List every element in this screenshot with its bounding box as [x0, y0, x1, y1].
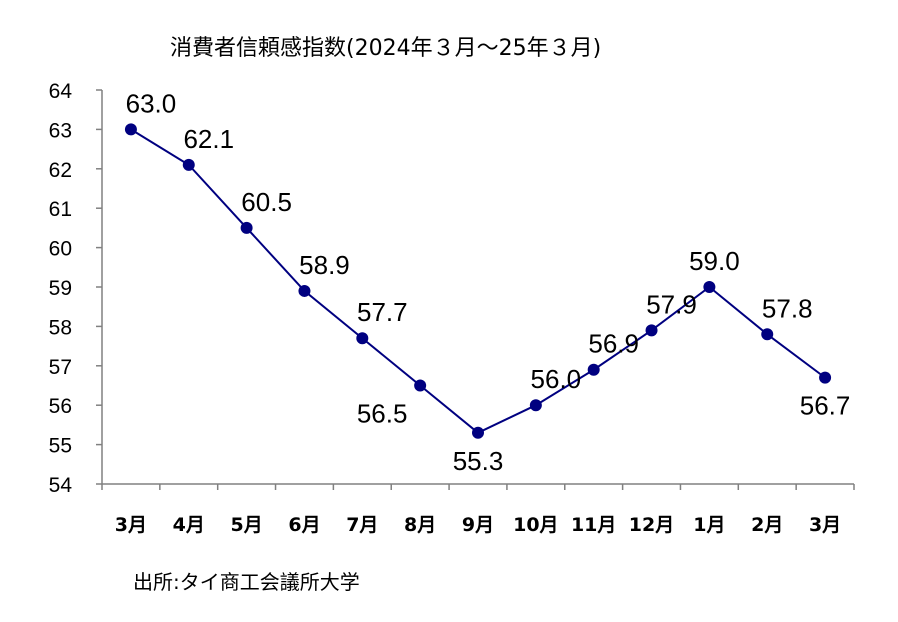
- y-tick-label: 57: [49, 356, 72, 379]
- data-label: 58.9: [299, 250, 350, 280]
- data-labels: 63.062.1 60.5 58.957.7 56.5 55.3 56.056.957.9…: [126, 88, 851, 475]
- y-tick-label: 62: [49, 159, 72, 182]
- x-tick-label: 7月: [346, 514, 378, 536]
- data-label: 57.8: [762, 293, 813, 323]
- chart-title: 消費者信頼感指数(2024年３月～25年３月): [170, 36, 602, 61]
- data-label: 56.7: [800, 391, 851, 421]
- data-point: [182, 158, 195, 171]
- series-markers: [124, 123, 832, 439]
- data-point: [761, 328, 774, 341]
- data-point: [703, 281, 716, 293]
- data-label: 55.3: [453, 446, 504, 476]
- x-tick-label: 3月: [809, 514, 841, 536]
- x-axis-ticks: 3月 4月 5月 6月 7月 8月 9月 10月 11月 12月 1月 2月 3月: [101, 484, 855, 536]
- y-tick-label: 59: [49, 277, 72, 300]
- x-tick-label: 5月: [230, 514, 262, 536]
- data-point: [356, 332, 369, 345]
- data-label: 60.5: [241, 187, 292, 217]
- y-tick-label: 55: [49, 435, 72, 458]
- data-point: [298, 284, 311, 297]
- data-label: 63.0: [126, 88, 177, 118]
- x-tick-label: 10月: [513, 514, 558, 536]
- y-tick-label: 56: [49, 395, 72, 418]
- x-tick-label: 8月: [404, 514, 436, 536]
- x-tick-label: 12月: [629, 514, 674, 536]
- y-tick-label: 54: [49, 474, 73, 497]
- y-axis-ticks: 54 55 56 57 58 59 60 61 62 63 64: [49, 80, 102, 497]
- x-tick-label: 1月: [693, 514, 725, 536]
- y-tick-label: 64: [49, 80, 73, 103]
- x-tick-label: 2月: [751, 514, 783, 536]
- data-label: 56.5: [357, 399, 408, 429]
- y-tick-label: 60: [49, 238, 72, 261]
- data-point: [124, 123, 137, 136]
- series-line-path: [130, 128, 826, 434]
- data-point: [645, 324, 658, 337]
- x-tick-label: 6月: [288, 514, 320, 536]
- data-label: 59.0: [689, 246, 740, 276]
- data-label: 56.0: [531, 364, 582, 394]
- y-tick-label: 58: [49, 316, 72, 339]
- x-tick-label: 9月: [462, 514, 494, 536]
- x-tick-label: 4月: [173, 514, 205, 536]
- data-point: [472, 426, 484, 439]
- data-point: [529, 399, 542, 412]
- data-label: 57.9: [646, 289, 697, 319]
- source-note: 出所:タイ商工会議所大学: [133, 570, 360, 594]
- data-label: 57.7: [357, 297, 408, 327]
- series-line: [130, 128, 826, 434]
- data-label: 62.1: [183, 124, 234, 154]
- data-point: [819, 371, 832, 384]
- x-tick-label: 3月: [115, 514, 147, 536]
- x-tick-label: 11月: [571, 514, 616, 536]
- data-label: 56.9: [588, 329, 639, 359]
- y-tick-label: 63: [49, 119, 72, 142]
- data-point: [414, 379, 427, 392]
- data-point: [587, 363, 600, 376]
- data-point: [240, 221, 253, 234]
- y-tick-label: 61: [49, 198, 72, 221]
